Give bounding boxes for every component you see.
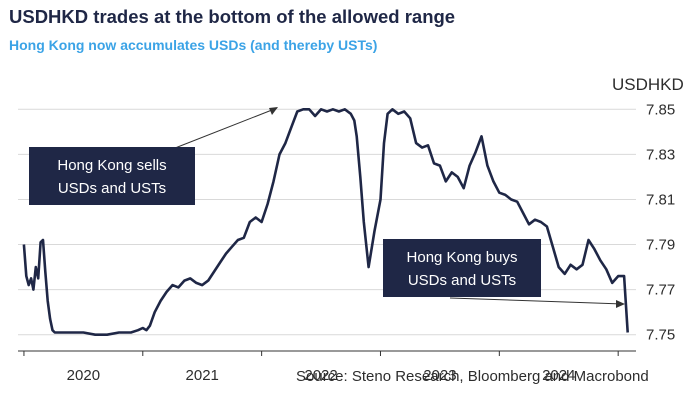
callouts: Hong Kong sells USDs and USTs Hong Kong …	[29, 107, 625, 308]
y-tick-label: 7.77	[646, 282, 675, 299]
callout-buys-line1: Hong Kong buys	[407, 249, 518, 266]
y-tick-label: 7.79	[646, 237, 675, 254]
x-axis: 2020 2021 2022 2023 2024	[18, 350, 636, 384]
y-tick-label: 7.75	[646, 327, 675, 344]
y-axis-unit-label: USDHKD	[612, 75, 684, 94]
callout-buys-arrowhead	[616, 300, 625, 308]
chart-title: USDHKD trades at the bottom of the allow…	[9, 6, 456, 27]
x-tick-label: 2024	[542, 367, 575, 384]
callout-sells-line2: USDs and USTs	[58, 180, 166, 197]
usdhkd-series-line	[22, 108, 629, 336]
callout-sells-line1: Hong Kong sells	[57, 157, 166, 174]
y-axis-ticks: 7.85 7.83 7.81 7.79 7.77 7.75	[646, 101, 675, 343]
y-tick-label: 7.85	[646, 101, 675, 118]
x-tick-label: 2020	[67, 367, 100, 384]
callout-sells-box	[29, 147, 195, 205]
callout-buys-line2: USDs and USTs	[408, 272, 516, 289]
x-tick-label: 2021	[186, 367, 219, 384]
callout-buys-arrow	[449, 297, 624, 305]
chart-subtitle: Hong Kong now accumulates USDs (and ther…	[9, 37, 378, 53]
y-tick-label: 7.81	[646, 191, 675, 208]
y-tick-label: 7.83	[646, 146, 675, 163]
x-tick-label: 2023	[423, 367, 456, 384]
callout-sells-arrowhead	[269, 107, 278, 115]
x-tick-label: 2022	[304, 367, 337, 384]
callout-buys-box	[383, 239, 541, 297]
source-note: Source: Steno Research, Bloomberg and Ma…	[296, 368, 649, 385]
callout-sells-arrow	[169, 107, 278, 151]
